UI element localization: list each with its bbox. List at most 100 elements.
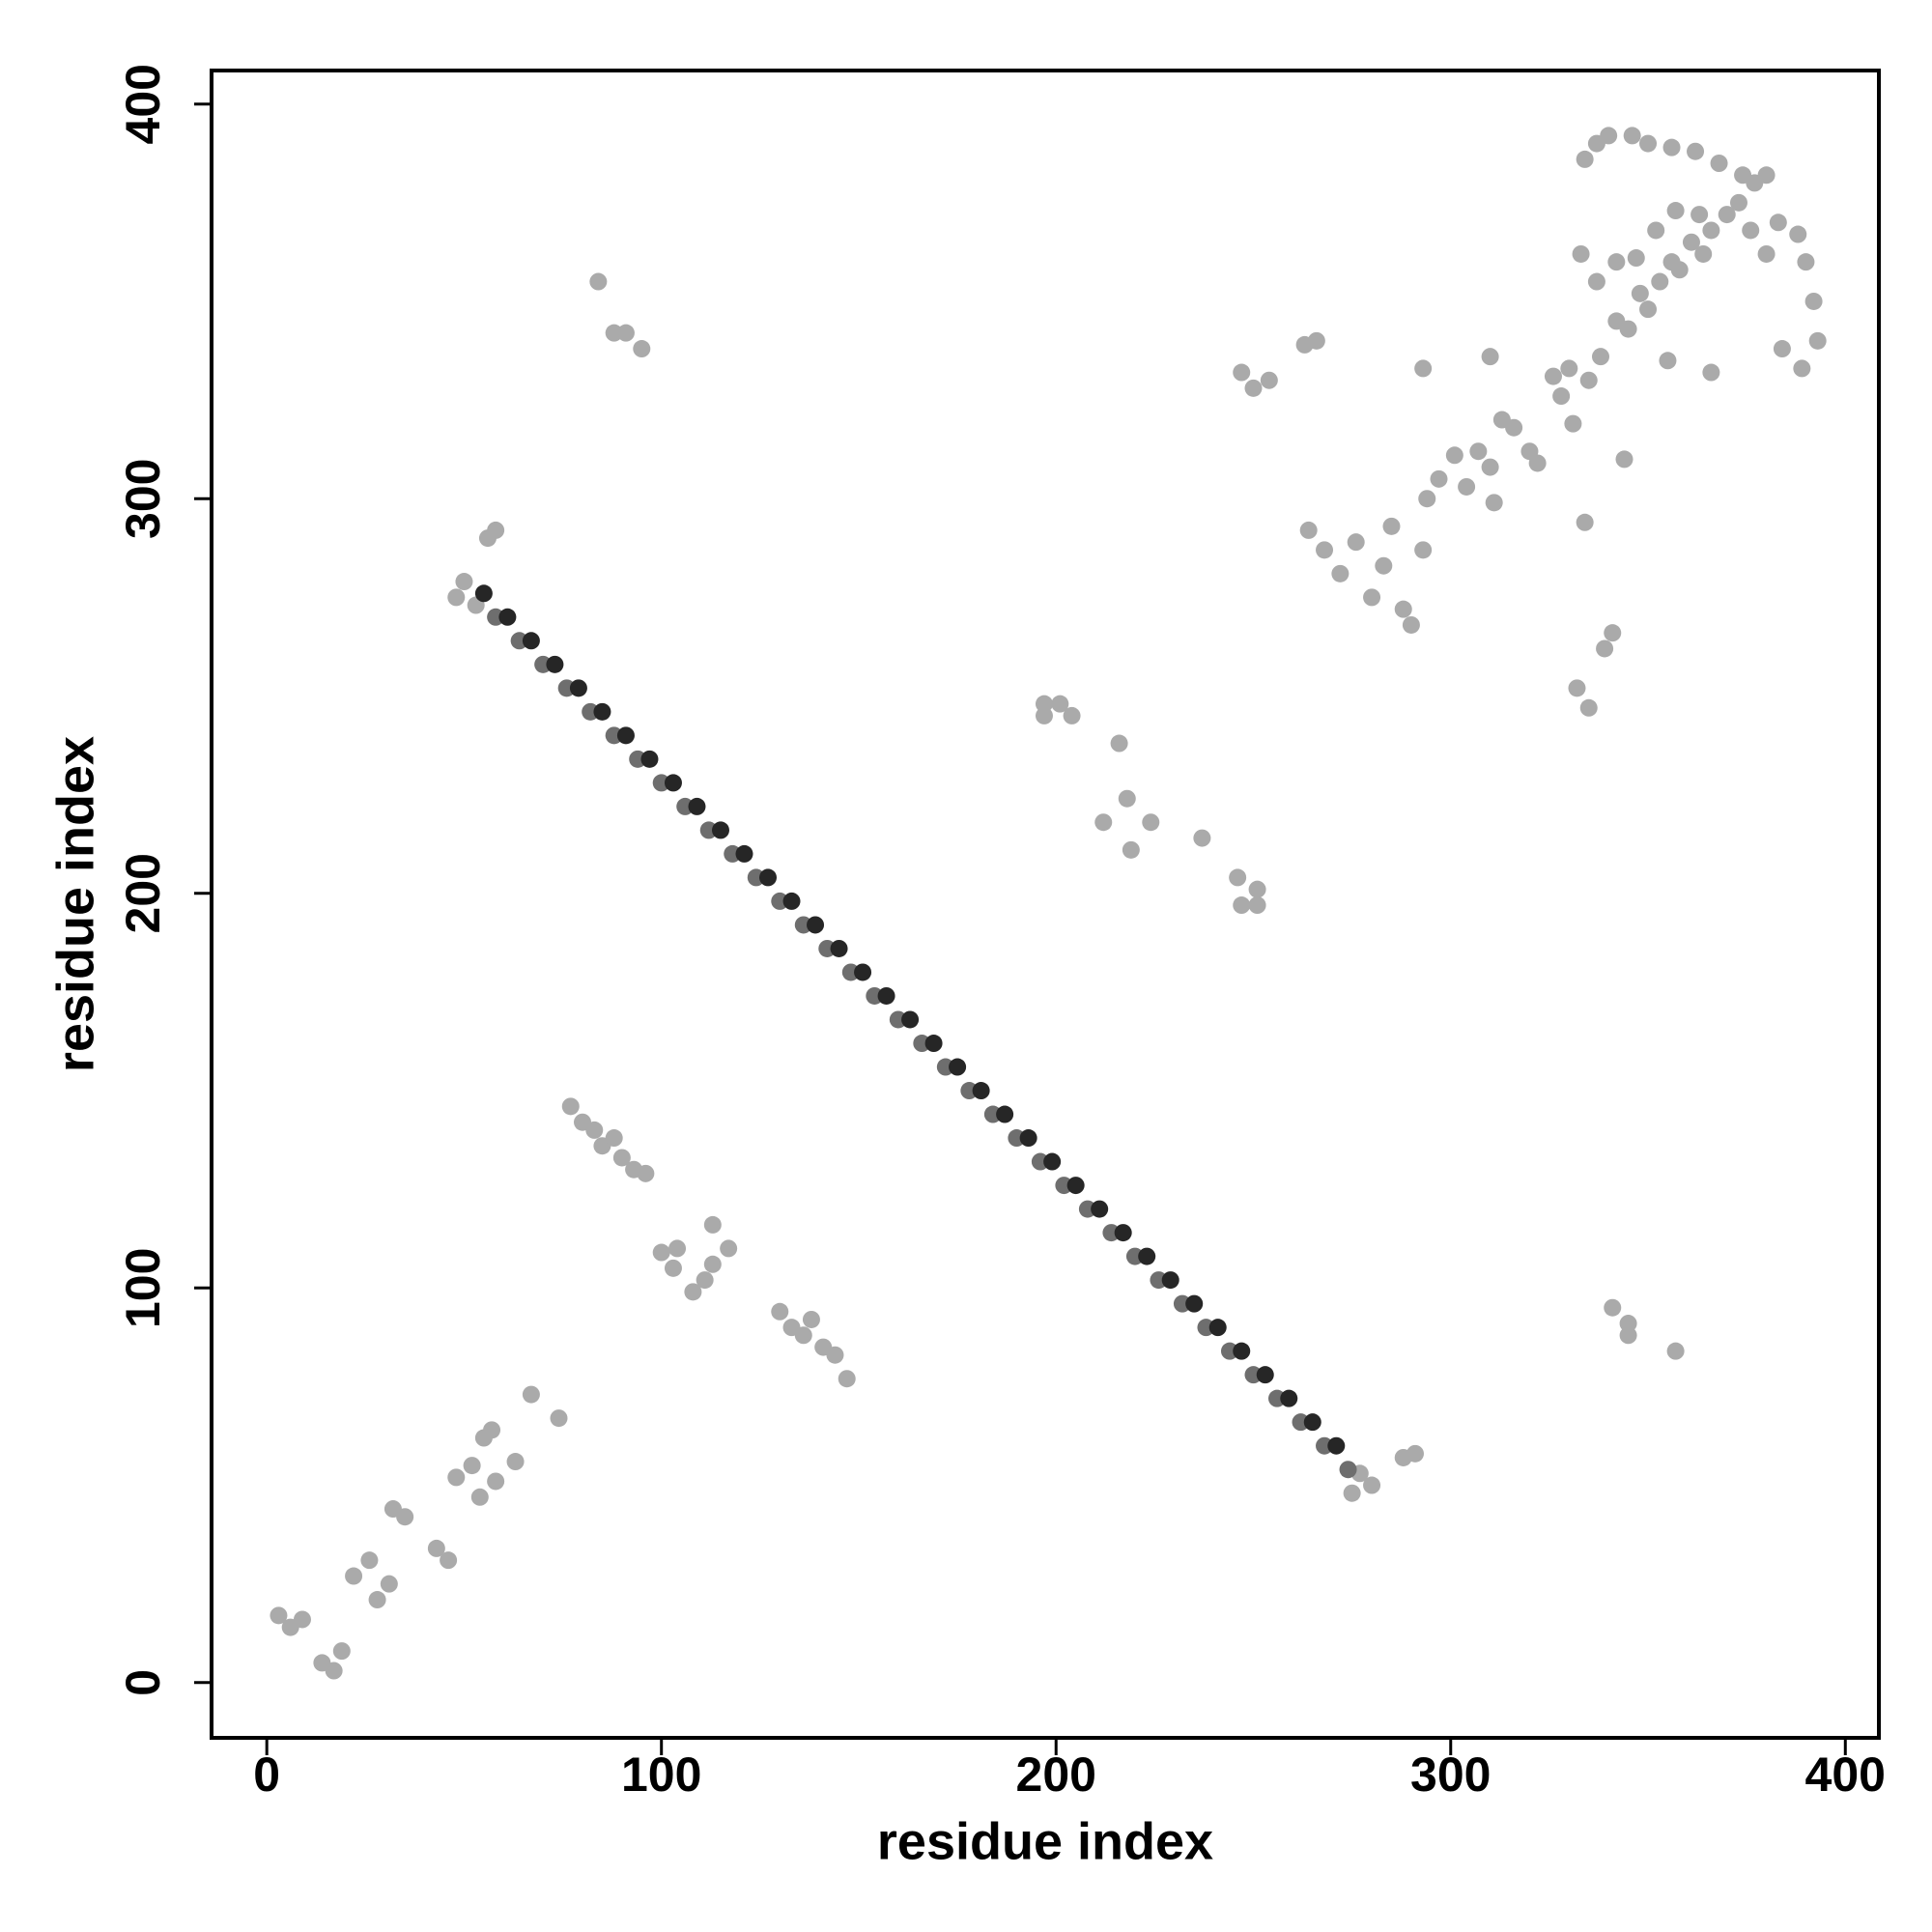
point [735,844,753,863]
point [771,1302,789,1321]
point [1091,1200,1109,1218]
point [561,1097,580,1116]
point [1797,253,1815,271]
x-tick-label: 200 [1016,1747,1096,1802]
y-tick-label: 0 [116,1669,170,1696]
point [1742,221,1760,240]
point [616,324,635,342]
point [1244,379,1263,397]
point [1623,127,1641,145]
point [569,679,587,697]
point [1414,359,1433,378]
x-tick-label: 300 [1410,1747,1491,1802]
point [720,1239,738,1258]
point [440,1551,458,1570]
point [807,916,825,934]
point [1576,150,1594,168]
point [1789,225,1807,243]
x-tick-label: 100 [621,1747,701,1802]
point [1576,513,1594,531]
point [1331,564,1350,582]
point [550,1409,568,1428]
point [1299,521,1318,539]
point [949,1058,967,1076]
point [483,1421,501,1439]
point [1604,1298,1622,1317]
point [1729,193,1747,212]
point [1647,221,1665,240]
point [589,272,608,291]
point [1505,418,1523,437]
point [1469,442,1488,461]
point [1604,624,1622,642]
point [1327,1436,1346,1455]
point [1804,292,1823,310]
point [972,1082,990,1100]
point [1690,206,1709,224]
point [1662,138,1681,156]
point [684,1283,702,1301]
point [1307,331,1325,350]
point [1627,249,1645,268]
point [463,1457,481,1475]
point [1607,253,1626,271]
point [455,573,473,591]
x-tick-label: 0 [253,1747,280,1802]
point [1568,679,1586,697]
point [1544,367,1562,385]
point [1122,840,1140,859]
point [637,1164,655,1182]
point [585,1121,604,1139]
x-axis-label: residue index [877,1812,1213,1870]
point [877,986,895,1005]
point [1659,352,1677,370]
point [487,1472,505,1491]
point [1316,541,1334,559]
point [1666,202,1685,220]
point [1375,556,1393,575]
point [1233,1342,1251,1360]
point [1564,414,1582,433]
point [1670,261,1689,279]
point [447,588,466,607]
point [1114,1224,1132,1242]
point [1773,340,1791,358]
point [1651,272,1669,291]
point [1639,134,1658,153]
point [1110,734,1128,753]
point [380,1575,398,1593]
point [1019,1129,1037,1148]
point [633,340,651,358]
point [1402,615,1420,634]
point [487,521,505,539]
point [447,1468,466,1487]
point [794,1326,812,1345]
point [325,1662,343,1680]
point [1363,588,1381,607]
point [1035,706,1053,724]
point [1528,454,1547,472]
point [605,1129,623,1148]
point [1808,331,1827,350]
point [522,632,540,650]
point [332,1642,351,1661]
point [522,1385,540,1404]
point [1142,813,1160,832]
point [652,1243,670,1262]
point [1063,706,1081,724]
point [1481,348,1499,366]
point [1619,1326,1637,1345]
point [1051,695,1069,713]
point [1043,1152,1062,1171]
point [838,1370,856,1388]
point [1682,233,1700,251]
point [1560,359,1578,378]
point [1702,363,1720,382]
point [1615,450,1634,469]
point [854,963,872,981]
point [1485,494,1503,512]
point [360,1551,379,1570]
point [924,1035,943,1053]
